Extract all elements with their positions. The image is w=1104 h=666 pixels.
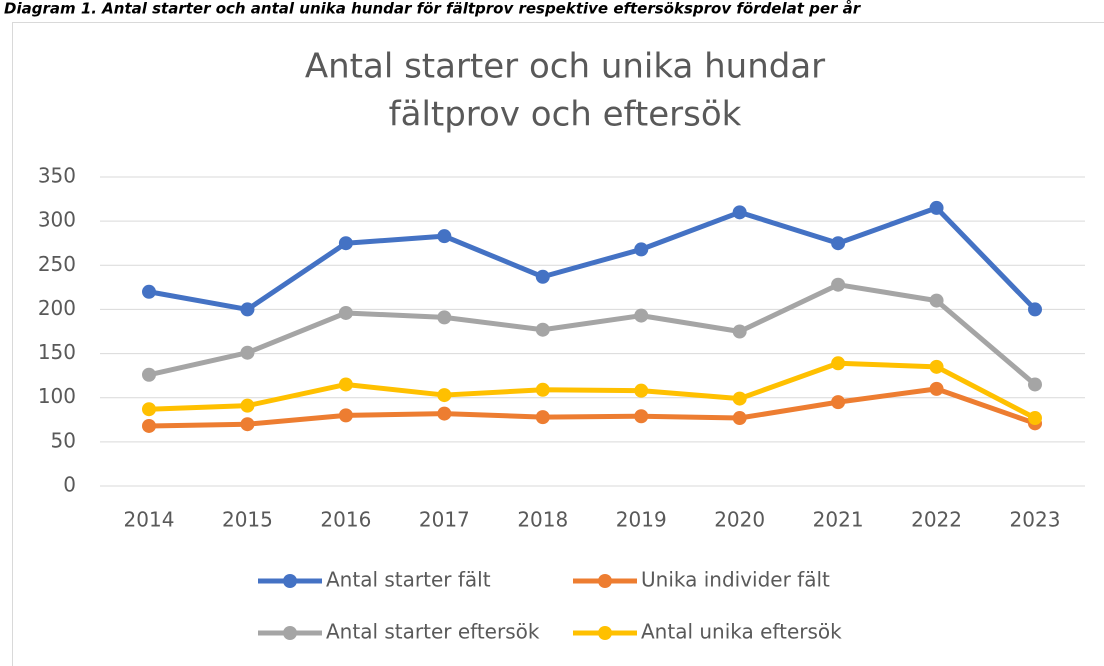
y-tick-label: 100	[38, 384, 76, 408]
point	[732, 324, 747, 339]
legend-marker	[598, 574, 612, 588]
legend-label: Antal unika eftersök	[641, 620, 842, 644]
point	[634, 242, 649, 257]
point	[831, 236, 846, 251]
point	[535, 269, 550, 284]
point	[929, 200, 944, 215]
point	[338, 305, 353, 320]
point	[142, 284, 156, 299]
point	[1028, 377, 1042, 392]
x-tick-label: 2022	[911, 508, 962, 532]
legend-marker	[283, 626, 297, 640]
point	[634, 308, 649, 323]
series-line	[146, 282, 1038, 387]
chart-title: fältprov och eftersök	[389, 95, 742, 135]
series-line	[146, 360, 1038, 421]
point	[535, 382, 550, 397]
point	[437, 388, 452, 403]
point	[535, 322, 550, 337]
point	[732, 391, 747, 406]
point	[1028, 302, 1042, 317]
point	[634, 409, 649, 424]
point	[732, 411, 747, 426]
point	[732, 205, 747, 220]
series-line	[146, 205, 1038, 312]
legend-marker	[283, 574, 297, 588]
point	[634, 383, 649, 398]
x-tick-label: 2019	[616, 508, 667, 532]
point	[338, 377, 353, 392]
y-tick-label: 150	[38, 340, 76, 364]
point	[929, 293, 944, 308]
point	[437, 406, 452, 421]
legend-label: Unika individer fält	[641, 568, 830, 592]
point	[240, 345, 255, 360]
caption: Diagram 1. Antal starter och antal unika…	[4, 0, 862, 18]
x-tick-label: 2018	[517, 508, 568, 532]
point	[929, 359, 944, 374]
point	[929, 381, 944, 396]
point	[240, 398, 255, 413]
point	[535, 410, 550, 425]
y-tick-label: 300	[38, 208, 76, 232]
point	[142, 402, 156, 417]
y-tick-label: 50	[51, 428, 76, 452]
point	[1028, 411, 1042, 426]
x-tick-label: 2023	[1010, 508, 1061, 532]
point	[338, 236, 353, 251]
point	[831, 277, 846, 292]
x-tick-label: 2021	[813, 508, 864, 532]
point	[437, 310, 452, 325]
point	[831, 356, 846, 371]
x-tick-label: 2015	[222, 508, 273, 532]
chart-border	[12, 22, 1104, 666]
legend-label: Antal starter eftersök	[326, 620, 540, 644]
point	[437, 229, 452, 244]
legend-label: Antal starter fält	[326, 568, 491, 592]
point	[142, 418, 156, 433]
y-tick-label: 350	[38, 164, 76, 188]
point	[338, 408, 353, 423]
point	[240, 302, 255, 317]
point	[142, 367, 156, 382]
series-line	[146, 386, 1038, 429]
y-tick-label: 250	[38, 252, 76, 276]
y-tick-label: 0	[63, 473, 76, 497]
point	[240, 417, 255, 432]
x-tick-label: 2020	[714, 508, 765, 532]
legend-marker	[598, 626, 612, 640]
x-tick-label: 2014	[124, 508, 175, 532]
x-tick-label: 2016	[320, 508, 371, 532]
x-tick-label: 2017	[419, 508, 470, 532]
point	[831, 395, 846, 410]
chart-title: Antal starter och unika hundar	[305, 47, 825, 87]
y-tick-label: 200	[38, 296, 76, 320]
